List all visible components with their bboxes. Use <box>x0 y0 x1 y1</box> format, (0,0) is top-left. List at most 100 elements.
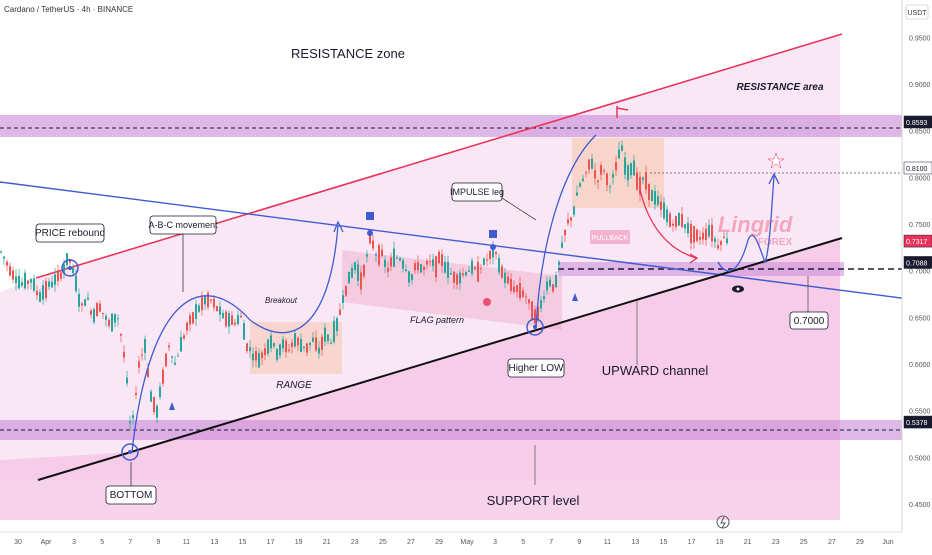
lightning-icon[interactable] <box>716 515 730 529</box>
candle-body <box>246 343 248 352</box>
price-axis[interactable] <box>902 0 932 550</box>
candle-body <box>624 157 626 175</box>
candle-body <box>234 322 236 325</box>
candle-body <box>336 318 338 332</box>
candle-body <box>117 318 119 320</box>
candle-body <box>483 258 485 265</box>
candle-body <box>207 292 209 308</box>
candle-body <box>264 348 266 355</box>
candle-body <box>114 313 116 323</box>
top-flag-icon <box>616 106 629 118</box>
candle-body <box>357 264 359 281</box>
candle-body <box>342 295 344 303</box>
price-label-box[interactable] <box>903 234 932 248</box>
candle-body <box>339 309 341 315</box>
higher-low-dot-icon <box>533 325 537 329</box>
candle-body <box>36 290 38 296</box>
time-axis[interactable] <box>0 532 932 550</box>
bottom-marker-dot-icon <box>128 450 132 454</box>
candle-body <box>477 261 479 282</box>
candle-body <box>210 299 212 301</box>
candle-body <box>39 292 41 302</box>
candle-body <box>633 160 635 176</box>
upward-channel-line[interactable] <box>37 237 843 481</box>
candle-body <box>282 339 284 349</box>
candle-body <box>318 347 320 354</box>
projection-arrowhead <box>768 172 780 185</box>
candle-body <box>639 177 641 195</box>
price-labels: 0.8593 0.8100 0.7317 0.7088 0.5378 <box>903 115 932 429</box>
y-tick-label: 0.7000 <box>909 269 931 276</box>
candle-body <box>255 351 257 361</box>
candle-body <box>672 223 674 226</box>
candle-body <box>582 178 584 181</box>
candle-body <box>174 362 176 365</box>
candle-body <box>594 170 596 179</box>
candle-body <box>678 212 680 226</box>
candle-body <box>615 162 617 171</box>
price-label: 0.8593 <box>906 120 928 127</box>
higher-low-label: Higher LOW <box>508 363 564 374</box>
candle-body <box>666 209 668 223</box>
candle-body <box>204 295 206 305</box>
price-label: 0.7088 <box>906 260 928 267</box>
y-tick-label: 0.8000 <box>909 175 931 182</box>
candle-body <box>522 290 524 297</box>
price-label-box[interactable] <box>903 115 932 129</box>
candle-body <box>162 369 164 384</box>
x-tick-label: 23 <box>351 539 359 546</box>
candle-body <box>468 270 470 272</box>
candle-body <box>330 342 332 344</box>
unit-badge[interactable] <box>905 4 929 20</box>
candle-body <box>651 190 653 202</box>
price-label-box[interactable] <box>903 161 932 175</box>
price-label-box[interactable] <box>903 256 932 269</box>
candle-body <box>12 270 14 280</box>
candle-body <box>315 337 317 351</box>
candle-body <box>660 201 662 210</box>
candle-body <box>297 337 299 346</box>
x-tick-label: 5 <box>521 539 525 546</box>
candle-body <box>690 224 692 244</box>
resistance-trendline[interactable] <box>35 33 843 279</box>
candle-body <box>9 266 11 276</box>
candle-body <box>492 245 494 258</box>
x-tick-label: 27 <box>407 539 415 546</box>
candle-body <box>180 336 182 352</box>
candle-body <box>243 323 245 340</box>
candle-body <box>168 345 170 348</box>
candle-body <box>621 145 623 151</box>
x-tick-label: 11 <box>183 539 190 546</box>
candle-body <box>564 229 566 236</box>
y-tick-label: 0.8500 <box>909 129 931 136</box>
candle-body <box>123 351 125 358</box>
down-arrow-flag-icon <box>366 212 374 220</box>
x-tick-label: 25 <box>379 539 387 546</box>
candle-body <box>279 344 281 356</box>
candle-body <box>570 217 572 221</box>
candle-body <box>285 340 287 353</box>
candle-body <box>84 299 86 307</box>
candle-body <box>684 224 686 229</box>
candle-body <box>417 262 419 270</box>
candle-body <box>657 196 659 205</box>
descending-trendline[interactable] <box>0 181 932 303</box>
candle-body <box>507 276 509 284</box>
x-tick-label: 7 <box>128 539 132 546</box>
flag-pattern-label: FLAG pattern <box>410 315 464 325</box>
candle-body <box>498 257 500 273</box>
impulse-leader <box>501 197 537 221</box>
candle-body <box>429 260 431 262</box>
x-tick-label: May <box>460 539 474 546</box>
candle-body <box>699 237 701 240</box>
candle-body <box>69 259 71 263</box>
candle-body <box>273 343 275 347</box>
candle-body <box>150 391 152 402</box>
candle-body <box>201 297 203 311</box>
candle-body <box>537 306 539 320</box>
candle-body <box>717 244 719 249</box>
candle-body <box>531 301 533 321</box>
candle-body <box>54 274 56 285</box>
price-label-box[interactable] <box>903 415 932 429</box>
